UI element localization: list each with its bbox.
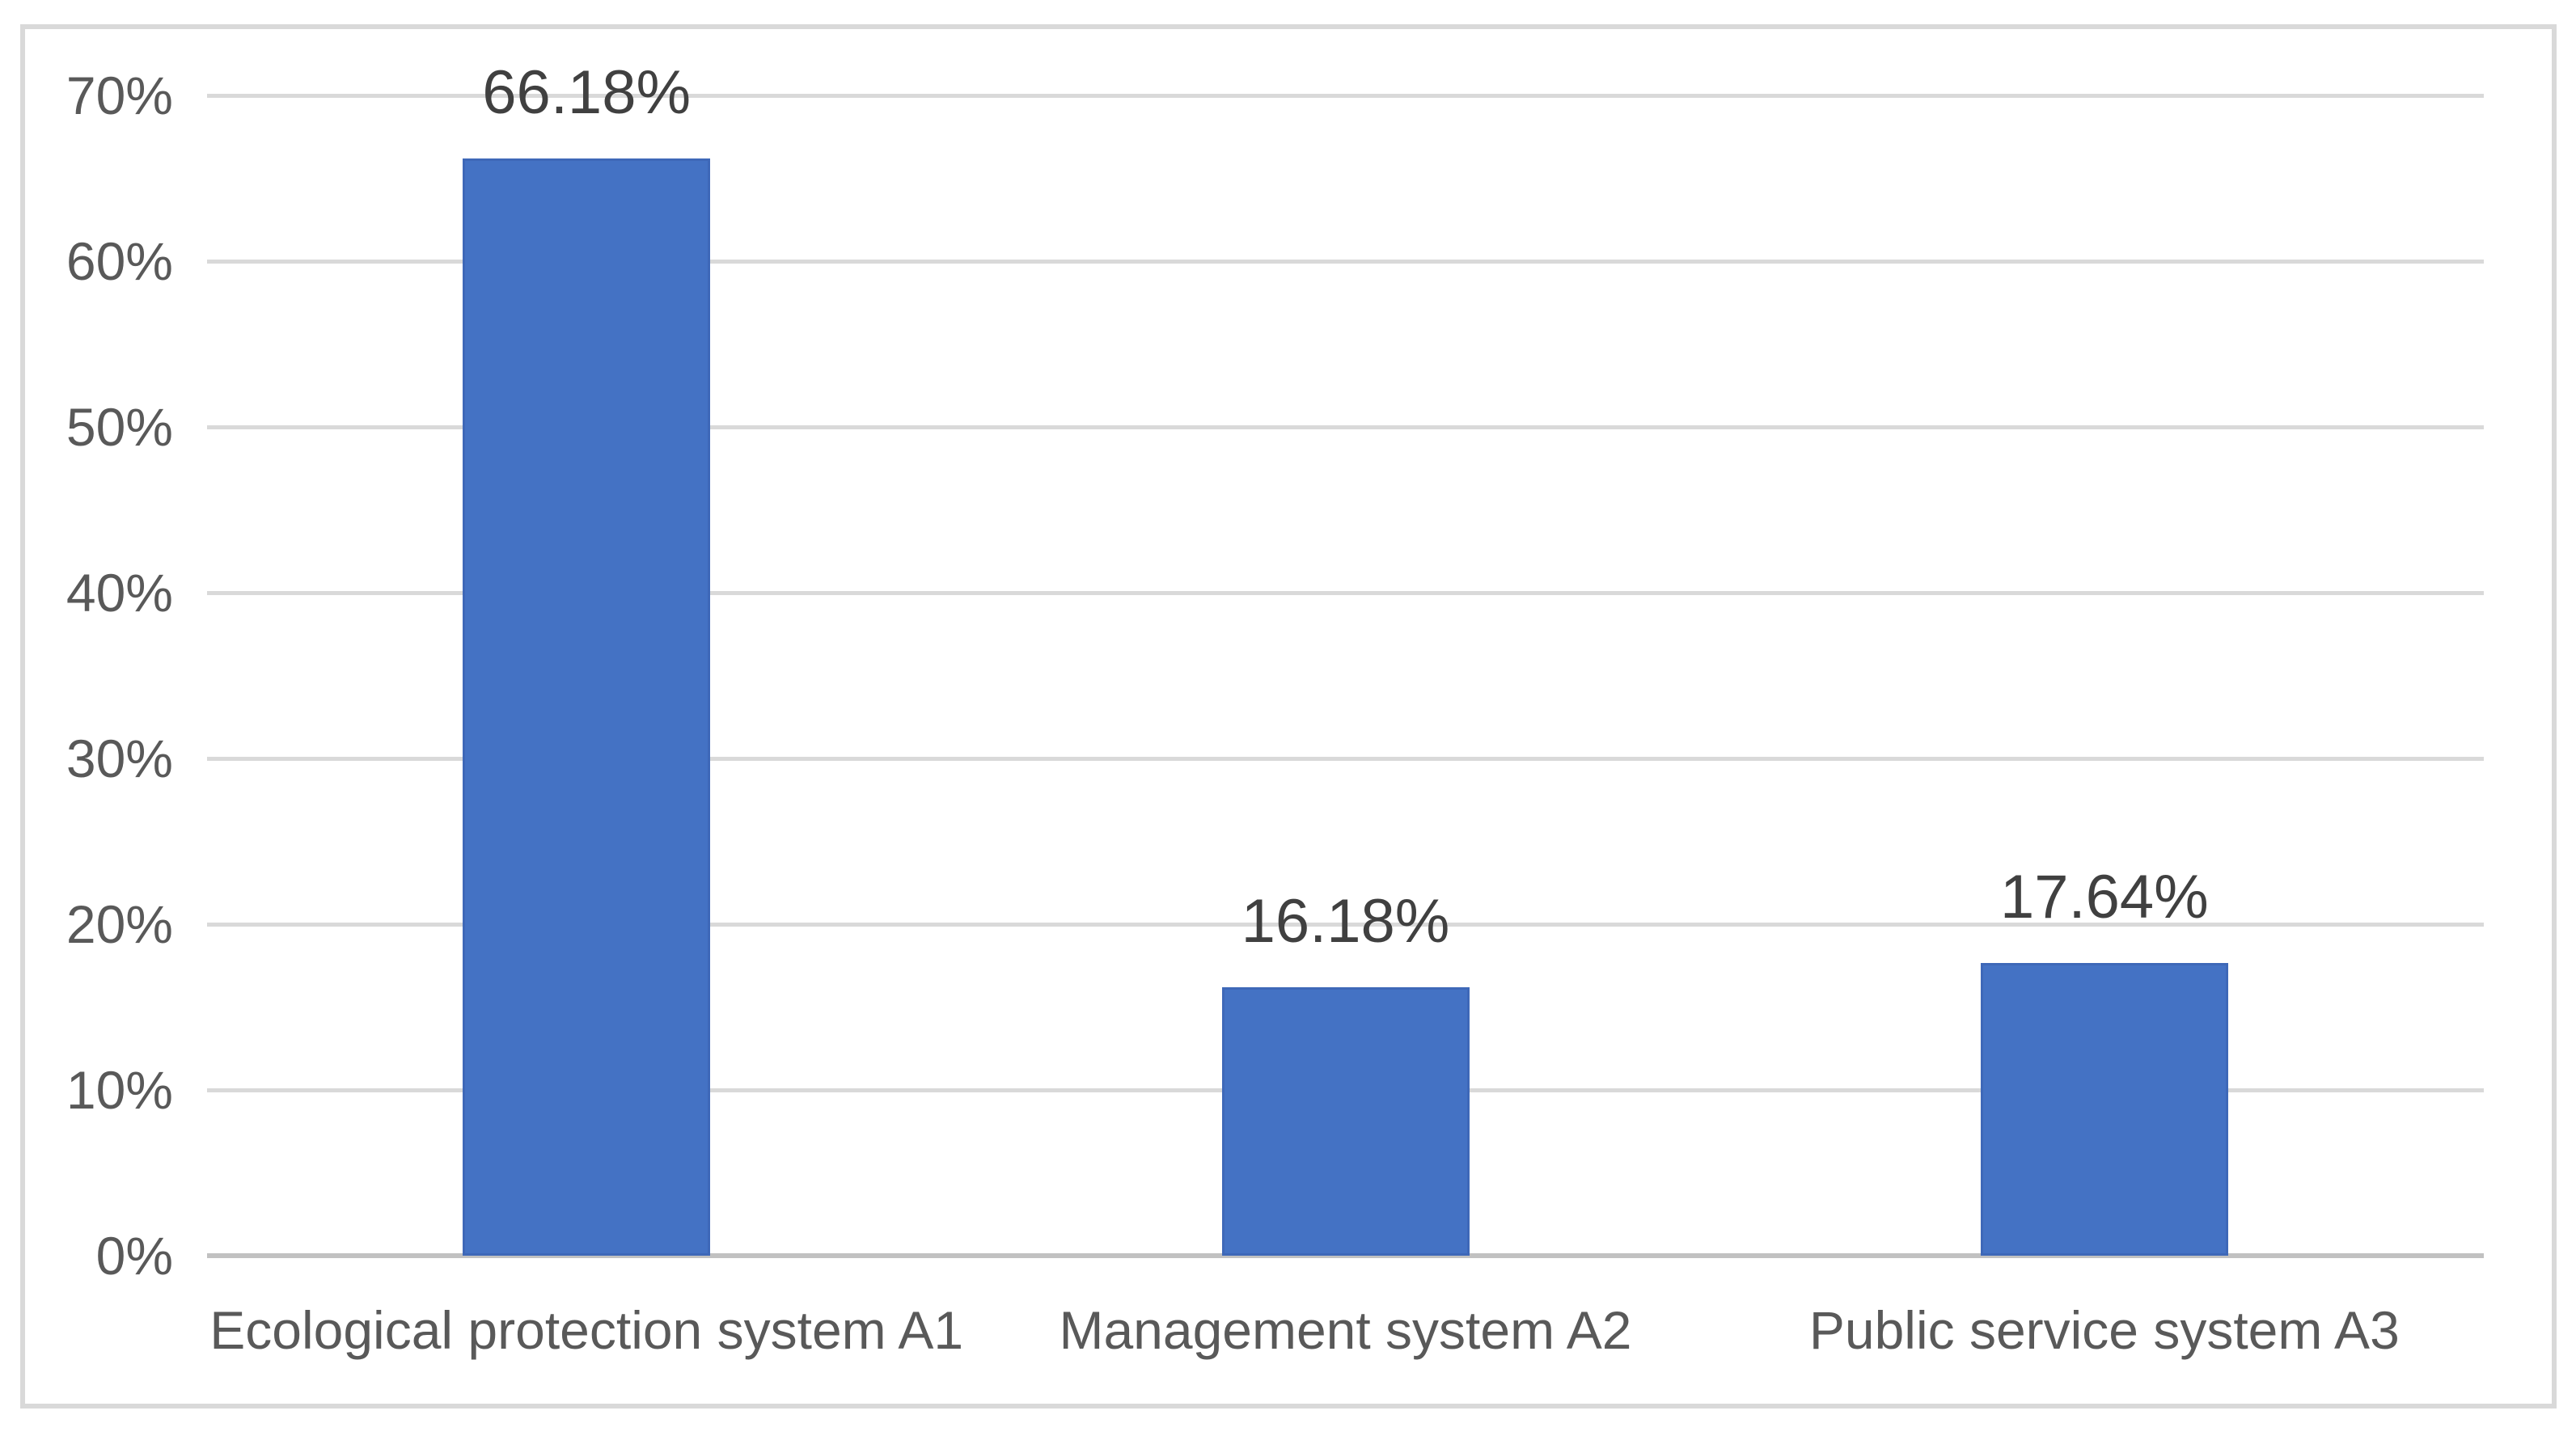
gridline [207, 260, 2484, 264]
y-axis-tick-label: 20% [66, 894, 173, 954]
gridline [207, 425, 2484, 429]
y-axis-tick-label: 40% [66, 563, 173, 623]
bar [1221, 987, 1470, 1256]
y-axis-tick-label: 10% [66, 1060, 173, 1120]
y-axis-tick-label: 60% [66, 231, 173, 291]
x-axis-line [207, 1253, 2484, 1258]
bar [1980, 963, 2228, 1256]
category-axis-label: Public service system A3 [1808, 1300, 2400, 1360]
bar-value-label: 17.64% [1999, 863, 2209, 932]
y-axis-tick-label: 50% [66, 397, 173, 457]
category-axis-label: Ecological protection system A1 [209, 1300, 964, 1360]
bar [463, 158, 711, 1256]
bar-value-label: 16.18% [1241, 887, 1450, 957]
gridline [207, 94, 2484, 98]
bar-value-label: 66.18% [482, 58, 692, 128]
gridline [207, 757, 2484, 761]
gridline [207, 923, 2484, 927]
y-axis-tick-label: 0% [95, 1226, 173, 1286]
gridline [207, 591, 2484, 595]
category-axis-label: Management system A2 [1059, 1300, 1632, 1360]
y-axis-tick-label: 70% [66, 65, 173, 125]
y-axis-tick-label: 30% [66, 729, 173, 788]
